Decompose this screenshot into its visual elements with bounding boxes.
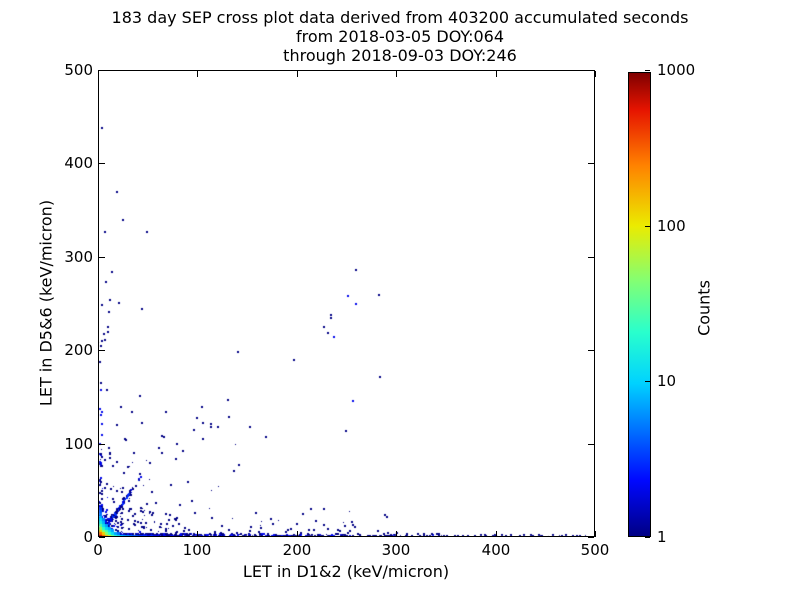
y-axis-label: LET in D5&6 (keV/micron) (36, 199, 56, 407)
colorbar-tick (645, 226, 650, 227)
y-tick-label: 100 (64, 435, 93, 453)
colorbar-tick-label: 100 (657, 217, 686, 235)
y-tick (99, 163, 105, 164)
title-line-3: through 2018-09-03 DOY:246 (283, 46, 517, 65)
x-tick (595, 531, 596, 537)
x-tick-top (595, 71, 596, 77)
plot-frame (98, 70, 595, 537)
colorbar-tick-label: 1000 (657, 61, 696, 79)
x-axis-label: LET in D1&2 (keV/micron) (242, 562, 450, 581)
x-tick-top (297, 71, 298, 77)
x-tick (496, 531, 497, 537)
x-tick-label: 500 (580, 541, 610, 559)
x-tick-label: 100 (182, 541, 212, 559)
y-tick-label: 300 (64, 248, 93, 266)
scatter-points-canvas (98, 70, 595, 537)
x-tick-top (197, 71, 198, 77)
x-tick-label: 400 (481, 541, 511, 559)
x-tick-top (396, 71, 397, 77)
chart-title: 183 day SEP cross plot data derived from… (0, 8, 800, 65)
x-tick-label: 300 (381, 541, 411, 559)
y-tick (99, 537, 105, 538)
y-tick-label: 0 (83, 528, 93, 546)
y-tick-right (588, 444, 594, 445)
y-tick-label: 200 (64, 341, 93, 359)
x-tick (98, 531, 99, 537)
y-tick (99, 257, 105, 258)
x-tick (197, 531, 198, 537)
x-tick-label: 0 (93, 541, 103, 559)
title-line-2: from 2018-03-05 DOY:064 (295, 27, 504, 46)
y-tick-right (588, 163, 594, 164)
title-line-1: 183 day SEP cross plot data derived from… (111, 8, 689, 27)
x-tick-top (98, 71, 99, 77)
y-tick (99, 70, 105, 71)
colorbar-tick (645, 70, 650, 71)
colorbar-label: Counts (694, 280, 714, 336)
y-tick-label: 500 (64, 61, 93, 79)
y-tick-right (588, 537, 594, 538)
colorbar-tick (645, 381, 650, 382)
y-tick-label: 400 (64, 154, 93, 172)
x-tick (396, 531, 397, 537)
colorbar-tick (645, 537, 650, 538)
x-tick-label: 200 (282, 541, 312, 559)
y-tick (99, 444, 105, 445)
y-tick-right (588, 257, 594, 258)
x-tick-top (496, 71, 497, 77)
x-tick (297, 531, 298, 537)
y-tick (99, 350, 105, 351)
colorbar-tick-label: 10 (657, 372, 677, 390)
colorbar-tick-label: 1 (657, 528, 667, 546)
colorbar (628, 72, 651, 537)
y-tick-right (588, 70, 594, 71)
y-tick-right (588, 350, 594, 351)
